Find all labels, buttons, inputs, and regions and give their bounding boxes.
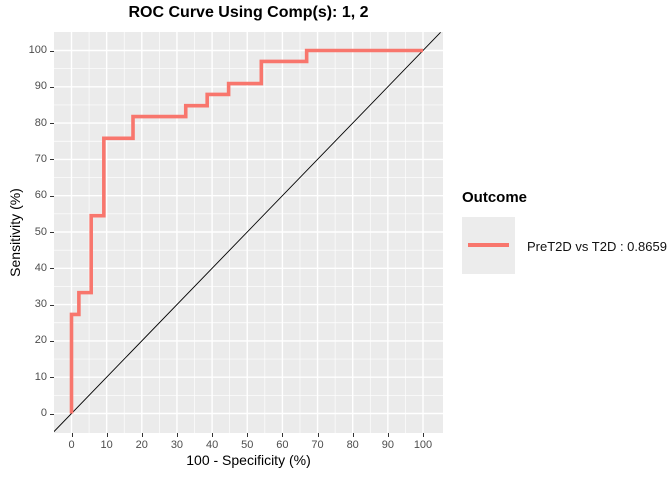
x-tick-label: 70 <box>311 439 324 451</box>
legend-title: Outcome <box>462 189 528 206</box>
y-tick-mark <box>50 340 54 342</box>
x-tick-mark <box>247 433 249 437</box>
y-tick-mark <box>50 86 54 88</box>
y-tick-mark <box>50 50 54 52</box>
plot-title: ROC Curve Using Comp(s): 1, 2 <box>128 4 369 21</box>
x-tick-mark <box>71 433 73 437</box>
x-tick-mark <box>176 433 178 437</box>
y-tick-label: 90 <box>34 80 47 93</box>
x-tick-mark <box>317 433 319 437</box>
legend-key <box>462 217 515 274</box>
y-tick-label: 80 <box>34 116 47 129</box>
y-tick-label: 70 <box>34 152 47 165</box>
x-tick-mark <box>106 433 108 437</box>
x-tick-mark <box>212 433 214 437</box>
x-tick-label: 10 <box>100 439 113 451</box>
plot-panel <box>54 32 443 433</box>
x-tick-label: 60 <box>276 439 289 451</box>
legend-item-label: PreT2D vs T2D : 0.8659 <box>527 239 667 254</box>
y-tick-label: 50 <box>34 225 47 238</box>
y-tick-mark <box>50 195 54 197</box>
x-tick-label: 100 <box>413 439 433 451</box>
y-tick-label: 30 <box>34 298 47 311</box>
x-tick-label: 0 <box>68 439 75 451</box>
x-tick-label: 50 <box>241 439 254 451</box>
y-tick-label: 10 <box>34 370 47 383</box>
y-tick-mark <box>50 232 54 233</box>
x-tick-label: 80 <box>346 439 359 451</box>
roc-curve-chart <box>54 32 443 433</box>
x-tick-label: 90 <box>381 439 394 451</box>
y-tick-mark <box>50 268 54 270</box>
y-tick-label: 20 <box>34 334 47 347</box>
y-tick-label: 60 <box>34 189 47 202</box>
y-tick-mark <box>50 304 54 306</box>
x-tick-mark <box>352 433 354 437</box>
x-tick-mark <box>141 433 143 437</box>
y-tick-mark <box>50 413 54 415</box>
roc-curve-line <box>69 48 423 414</box>
legend-line-swatch <box>468 243 509 247</box>
x-tick-label: 40 <box>205 439 219 451</box>
x-tick-mark <box>423 433 424 437</box>
y-tick-label: 40 <box>34 261 47 274</box>
y-axis-title: Sensitivity (%) <box>6 188 23 277</box>
x-tick-mark <box>387 433 389 437</box>
y-tick-label: 100 <box>28 44 47 56</box>
y-tick-mark <box>50 159 54 161</box>
x-tick-mark <box>282 433 284 437</box>
x-tick-label: 30 <box>170 439 184 451</box>
chance-diagonal-line <box>54 32 441 432</box>
y-tick-mark <box>50 377 54 379</box>
y-tick-mark <box>50 123 54 125</box>
y-tick-label: 0 <box>40 407 47 419</box>
x-axis-title: 100 - Specificity (%) <box>186 452 311 468</box>
x-tick-label: 20 <box>135 439 148 451</box>
